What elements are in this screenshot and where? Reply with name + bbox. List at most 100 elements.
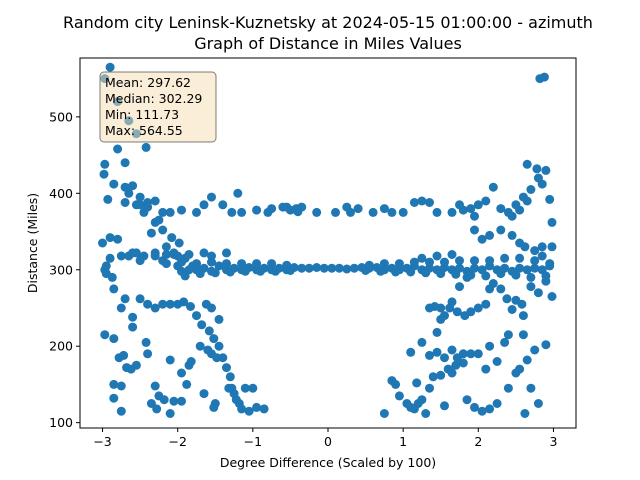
y-tick-label: 500 (49, 109, 73, 124)
data-point (492, 399, 502, 408)
y-tick-label: 300 (49, 262, 73, 277)
data-point (530, 345, 540, 355)
data-point (440, 353, 449, 363)
data-point (526, 383, 536, 393)
data-point (195, 269, 205, 279)
data-point (379, 259, 389, 269)
data-point (394, 391, 404, 401)
stats-mean: Mean: 297.62 (105, 75, 191, 90)
data-point (158, 225, 168, 235)
data-point (135, 294, 145, 304)
data-point (481, 299, 491, 309)
data-point (119, 350, 129, 360)
data-point (109, 179, 119, 189)
data-point (139, 251, 149, 261)
data-point (473, 303, 483, 313)
stats-median: Median: 302.29 (105, 91, 202, 106)
data-point (436, 370, 446, 380)
data-point (517, 299, 527, 309)
data-point (515, 253, 525, 263)
data-point (432, 347, 442, 357)
data-point (209, 334, 219, 344)
data-point (128, 181, 138, 191)
data-point (209, 402, 219, 412)
data-point (522, 196, 532, 206)
data-point (124, 188, 134, 198)
data-point (259, 404, 269, 414)
data-point (436, 303, 446, 313)
data-point (222, 248, 231, 258)
data-point (518, 330, 528, 340)
x-axis-label: Degree Difference (Scaled by 100) (220, 455, 436, 470)
data-point (237, 207, 247, 217)
data-point (368, 207, 378, 217)
data-point (485, 341, 495, 351)
data-point (496, 269, 506, 279)
data-point (502, 294, 512, 304)
data-point (146, 228, 156, 238)
data-point (199, 200, 209, 210)
data-point (192, 207, 201, 217)
data-point (462, 272, 472, 282)
data-point (455, 256, 464, 266)
data-point (532, 164, 542, 174)
data-point (447, 207, 457, 217)
data-point (436, 269, 446, 279)
data-point (252, 402, 262, 412)
data-point (417, 253, 427, 263)
data-point (466, 204, 476, 214)
data-point (237, 404, 247, 414)
data-point (141, 142, 151, 152)
data-point (530, 263, 540, 273)
data-point (312, 263, 322, 272)
data-point (481, 364, 491, 374)
data-point (425, 257, 434, 267)
data-point (177, 368, 186, 378)
data-point (177, 205, 186, 215)
data-point (515, 364, 525, 374)
data-point (113, 144, 123, 154)
data-point (473, 349, 483, 359)
data-point (541, 340, 551, 350)
data-point (425, 383, 434, 393)
data-point (293, 207, 303, 217)
points-layer (98, 62, 557, 418)
data-point (421, 268, 431, 278)
data-point (470, 225, 479, 235)
data-point (116, 251, 126, 261)
data-point (477, 234, 487, 244)
data-point (541, 165, 551, 175)
data-point (225, 372, 235, 382)
data-point (526, 282, 536, 292)
data-point (165, 409, 175, 418)
data-point (387, 207, 397, 217)
data-point (143, 202, 153, 212)
data-point (520, 409, 530, 418)
data-point (199, 389, 209, 399)
data-point (105, 62, 115, 72)
data-point (113, 234, 123, 244)
data-point (485, 230, 495, 240)
data-point (184, 250, 194, 259)
data-point (182, 379, 192, 389)
data-point (470, 263, 479, 273)
data-point (120, 198, 130, 207)
data-point (240, 266, 250, 276)
data-point (174, 238, 184, 248)
data-point (150, 381, 160, 391)
data-point (547, 217, 557, 227)
data-point (470, 211, 479, 221)
data-point (214, 261, 224, 271)
data-point (451, 269, 461, 279)
data-point (116, 406, 126, 416)
data-point (224, 383, 234, 393)
data-point (109, 393, 119, 403)
data-point (447, 250, 457, 259)
stats-max: Max: 564.55 (105, 123, 183, 138)
x-tick-label: −1 (244, 434, 262, 449)
data-point (304, 263, 314, 273)
data-point (161, 250, 171, 259)
x-tick-label: −3 (93, 434, 111, 449)
x-tick-label: −2 (168, 434, 186, 449)
